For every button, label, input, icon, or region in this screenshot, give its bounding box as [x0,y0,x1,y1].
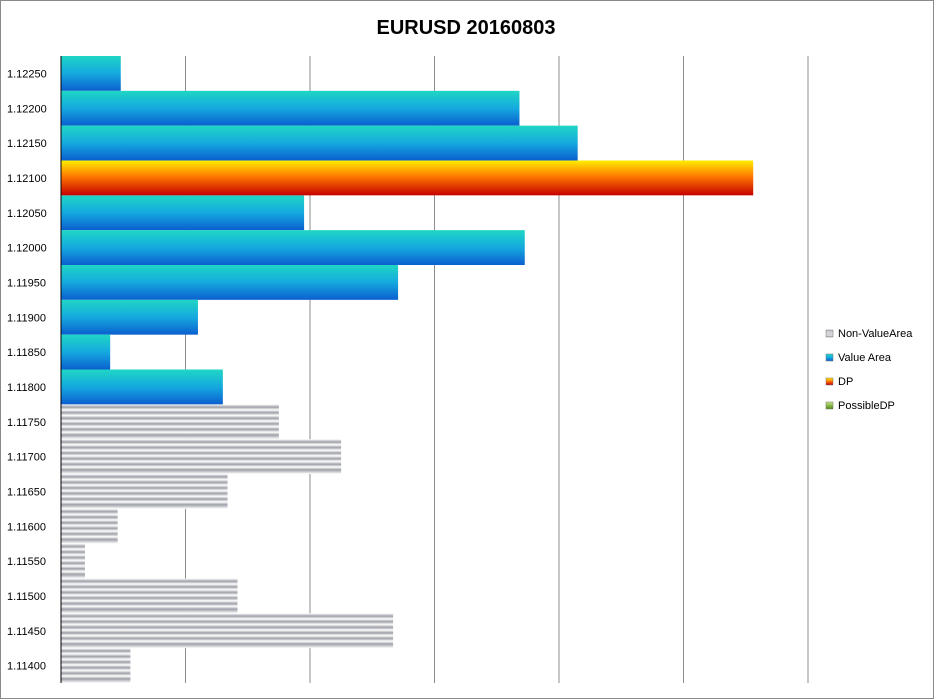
bar-nva [61,648,131,683]
legend-label: Non-ValueArea [838,328,913,340]
y-tick-label: 1.11950 [7,277,46,289]
bar-va [61,125,578,161]
y-tick-label: 1.11700 [7,452,46,464]
bar-nva [61,508,118,544]
bar-va [61,90,520,126]
y-tick-label: 1.12250 [7,68,47,80]
y-tick-label: 1.11900 [7,312,46,324]
y-tick-label: 1.11600 [7,521,46,533]
bar-va [61,299,198,335]
y-tick-label: 1.11550 [7,556,46,568]
y-tick-label: 1.12100 [7,173,47,185]
bar-nva [61,613,394,649]
y-tick-label: 1.12050 [7,208,47,220]
bar-nva [61,543,85,579]
bar-dp [61,160,754,196]
y-tick-label: 1.11650 [7,486,46,498]
bar-va [61,265,399,300]
bar-va [61,230,525,265]
y-tick-label: 1.12000 [7,243,47,255]
legend-label: DP [838,376,853,388]
legend: Non-ValueArea Value Area DP PossibleDP [825,328,913,412]
legend-label: Value Area [838,352,892,364]
legend-label: PossibleDP [838,400,895,412]
bar-nva [61,578,238,614]
bar-va [61,56,121,91]
y-tick-label: 1.12150 [7,138,47,150]
bar-va [61,334,111,370]
y-tick-label: 1.11500 [7,591,46,603]
y-tick-label: 1.11800 [7,382,46,394]
legend-swatch [825,401,834,410]
legend-swatch [825,329,834,338]
y-tick-label: 1.11450 [7,626,46,638]
legend-swatch [825,377,834,386]
legend-swatch [825,353,834,362]
bar-nva [61,404,279,440]
bar-va [61,369,223,405]
y-tick-label: 1.12200 [7,103,47,115]
bar-nva [61,439,342,474]
chart-title: EURUSD 20160803 [377,17,556,39]
y-tick-label: 1.11850 [7,347,46,359]
y-tick-label: 1.11400 [7,661,46,673]
y-axis-ticks: 1.12250 1.12200 1.12150 1.12100 1.12050 1.120… [7,68,47,672]
bars [61,56,754,683]
y-tick-label: 1.11750 [7,417,46,429]
bar-va [61,195,305,231]
bar-nva [61,474,228,509]
